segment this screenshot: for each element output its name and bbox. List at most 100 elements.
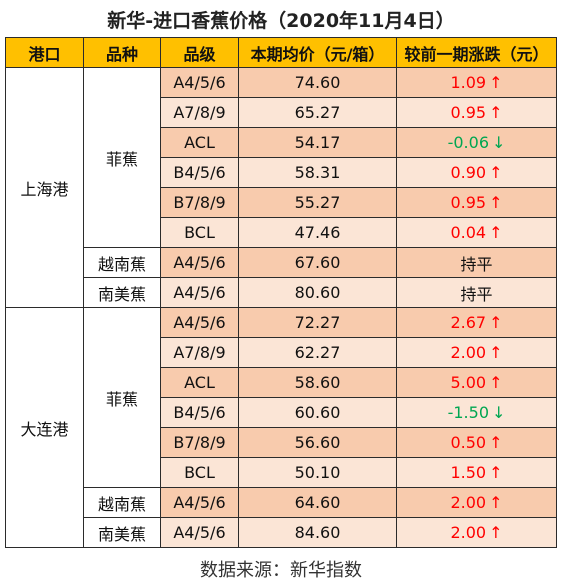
arrow-down-icon: ↓ (492, 403, 506, 422)
grade-cell: B4/5/6 (160, 397, 239, 428)
variety-cell: 南美蕉 (83, 277, 161, 308)
change-value: 2.00 (450, 343, 487, 362)
price-cell: 54.17 (238, 127, 397, 158)
table-row: A7/8/9 62.27 2.00 ↑ (6, 337, 557, 368)
change-cell: 0.95 ↑ (396, 97, 557, 128)
change-cell: 持平 (396, 247, 557, 278)
change-value: 持平 (460, 254, 493, 274)
grade-cell: A4/5/6 (160, 247, 239, 278)
variety-cell: 越南蕉 (83, 247, 161, 278)
table-row: A7/8/9 65.27 0.95 ↑ (6, 97, 557, 128)
arrow-up-icon: ↑ (489, 523, 503, 542)
price-cell: 58.60 (238, 367, 397, 398)
arrow-up-icon: ↑ (489, 193, 503, 212)
arrow-up-icon: ↑ (489, 103, 503, 122)
change-cell: 1.09 ↑ (396, 67, 557, 98)
arrow-up-icon: ↑ (489, 493, 503, 512)
price-cell: 58.31 (238, 157, 397, 188)
variety-cell: 菲蕉 (83, 67, 161, 248)
header-variety: 品种 (83, 37, 161, 68)
change-value: 0.04 (450, 223, 487, 242)
change-cell: 持平 (396, 277, 557, 308)
grade-cell: A4/5/6 (160, 307, 239, 338)
change-cell: 2.00 ↑ (396, 517, 557, 548)
table-body: 上海港 菲蕉 A4/5/6 74.60 1.09 ↑ A7/8/9 65.27 0.95 ↑ ACL… (5, 67, 557, 548)
price-cell: 67.60 (238, 247, 397, 278)
arrow-up-icon: ↑ (489, 73, 503, 92)
header-price: 本期均价（元/箱） (238, 37, 397, 68)
change-cell: 0.04 ↑ (396, 217, 557, 248)
arrow-up-icon: ↑ (489, 343, 503, 362)
price-cell: 55.27 (238, 187, 397, 218)
change-cell: -0.06 ↓ (396, 127, 557, 158)
table-row: 越南蕉 A4/5/6 64.60 2.00 ↑ (6, 487, 557, 518)
change-cell: 2.67 ↑ (396, 307, 557, 338)
port-cell: 大连港 (5, 307, 84, 548)
grade-cell: ACL (160, 367, 239, 398)
arrow-up-icon: ↑ (489, 313, 503, 332)
grade-cell: B7/8/9 (160, 427, 239, 458)
table-row: 上海港 菲蕉 A4/5/6 74.60 1.09 ↑ (5, 67, 557, 308)
variety-cell: 越南蕉 (83, 487, 161, 518)
page-title: 新华-进口香蕉价格（2020年11月4日） (107, 10, 455, 32)
change-cell: 2.00 ↑ (396, 337, 557, 368)
grade-cell: BCL (160, 457, 239, 488)
change-value: 0.50 (450, 433, 487, 452)
change-cell: 5.00 ↑ (396, 367, 557, 398)
change-value: -1.50 (447, 403, 489, 422)
change-cell: 2.00 ↑ (396, 487, 557, 518)
grade-cell: A4/5/6 (160, 487, 239, 518)
grade-cell: A4/5/6 (160, 67, 239, 98)
grade-cell: A7/8/9 (160, 97, 239, 128)
price-cell: 64.60 (238, 487, 397, 518)
arrow-up-icon: ↑ (489, 163, 503, 182)
price-cell: 50.10 (238, 457, 397, 488)
change-cell: -1.50 ↓ (396, 397, 557, 428)
header-change: 较前一期涨跌（元） (396, 37, 557, 68)
port-cell: 上海港 (5, 67, 84, 308)
change-value: 持平 (460, 284, 493, 304)
table-row: 南美蕉 A4/5/6 80.60 持平 (6, 277, 557, 308)
table-row: 大连港 菲蕉 A4/5/6 72.27 2.67 ↑ (5, 307, 557, 548)
change-value: 1.09 (450, 73, 487, 92)
change-value: 0.95 (450, 193, 487, 212)
table-row: 南美蕉 A4/5/6 84.60 2.00 ↑ (6, 517, 557, 548)
table-row: BCL 47.46 0.04 ↑ (6, 217, 557, 248)
price-table: 港口 品种 品级 本期均价（元/箱） 较前一期涨跌（元） 上海港 菲蕉 A4/5/6… (5, 37, 557, 548)
data-source: 数据来源：新华指数 (200, 560, 362, 581)
price-cell: 74.60 (238, 67, 397, 98)
change-value: -0.06 (447, 133, 489, 152)
table-header-row: 港口 品种 品级 本期均价（元/箱） 较前一期涨跌（元） (5, 37, 557, 68)
header-port: 港口 (5, 37, 84, 68)
table-row: ACL 58.60 5.00 ↑ (6, 367, 557, 398)
change-cell: 1.50 ↑ (396, 457, 557, 488)
change-cell: 0.90 ↑ (396, 157, 557, 188)
price-cell: 62.27 (238, 337, 397, 368)
grade-cell: A4/5/6 (160, 277, 239, 308)
change-value: 0.90 (450, 163, 487, 182)
price-cell: 47.46 (238, 217, 397, 248)
table-row: 越南蕉 A4/5/6 67.60 持平 (6, 247, 557, 278)
change-value: 0.95 (450, 103, 487, 122)
price-cell: 84.60 (238, 517, 397, 548)
variety-cell: 菲蕉 (83, 307, 161, 488)
price-cell: 65.27 (238, 97, 397, 128)
change-value: 2.00 (450, 523, 487, 542)
price-cell: 80.60 (238, 277, 397, 308)
variety-cell: 南美蕉 (83, 517, 161, 548)
arrow-down-icon: ↓ (492, 133, 506, 152)
table-row: B7/8/9 55.27 0.95 ↑ (6, 187, 557, 218)
header-grade: 品级 (160, 37, 239, 68)
price-cell: 60.60 (238, 397, 397, 428)
grade-cell: B4/5/6 (160, 157, 239, 188)
grade-cell: A4/5/6 (160, 517, 239, 548)
arrow-up-icon: ↑ (489, 223, 503, 242)
grade-cell: ACL (160, 127, 239, 158)
grade-cell: A7/8/9 (160, 337, 239, 368)
change-value: 2.00 (450, 493, 487, 512)
arrow-up-icon: ↑ (489, 373, 503, 392)
price-cell: 72.27 (238, 307, 397, 338)
arrow-up-icon: ↑ (489, 463, 503, 482)
arrow-up-icon: ↑ (489, 433, 503, 452)
price-cell: 56.60 (238, 427, 397, 458)
